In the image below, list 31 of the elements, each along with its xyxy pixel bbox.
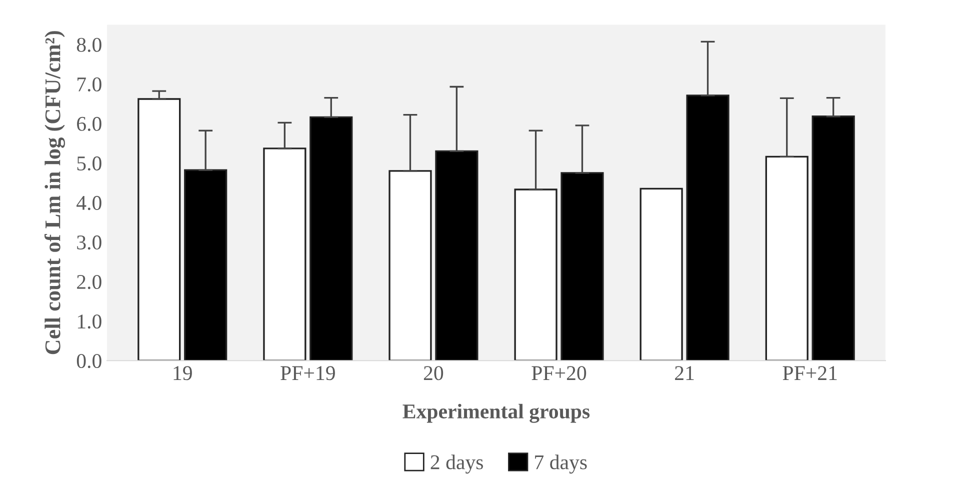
- bar: [435, 150, 478, 361]
- y-tick-label: 0.0: [76, 354, 102, 368]
- x-tick-label: PF+21: [782, 366, 837, 380]
- bar: [560, 172, 604, 361]
- bar: [514, 188, 558, 361]
- y-tick-label: 8.0: [76, 38, 102, 52]
- bar: [310, 116, 353, 361]
- y-tick-label: 2.0: [77, 274, 102, 290]
- bar: [184, 169, 228, 361]
- x-tick-label: 21: [675, 366, 694, 380]
- legend-label: 2 days: [430, 454, 483, 474]
- x-tick-label: 19: [174, 366, 192, 380]
- y-tick-label: 6.0: [77, 116, 102, 132]
- bar: [812, 116, 855, 361]
- y-tick-label: 3.0: [77, 235, 102, 250]
- bar: [686, 94, 730, 361]
- x-tick-label: 20: [424, 366, 444, 380]
- x-axis-title: Experimental groups: [402, 404, 590, 423]
- y-axis-title: Cell count of Lm in log (CFU/cm²): [44, 31, 66, 354]
- y-tick-label: 1.0: [78, 314, 102, 329]
- y-tick-label: 4.0: [76, 196, 102, 210]
- legend-label: 7 days: [535, 454, 587, 474]
- bar: [640, 188, 683, 361]
- bar: [388, 170, 432, 361]
- x-tick-label: PF+19: [280, 366, 335, 380]
- bar: [765, 156, 808, 361]
- y-tick-label: 7.0: [78, 77, 102, 92]
- bar: [263, 148, 306, 361]
- x-tick-label: PF+20: [532, 366, 586, 380]
- y-tick-label: 5.0: [77, 156, 102, 171]
- bar: [138, 98, 181, 361]
